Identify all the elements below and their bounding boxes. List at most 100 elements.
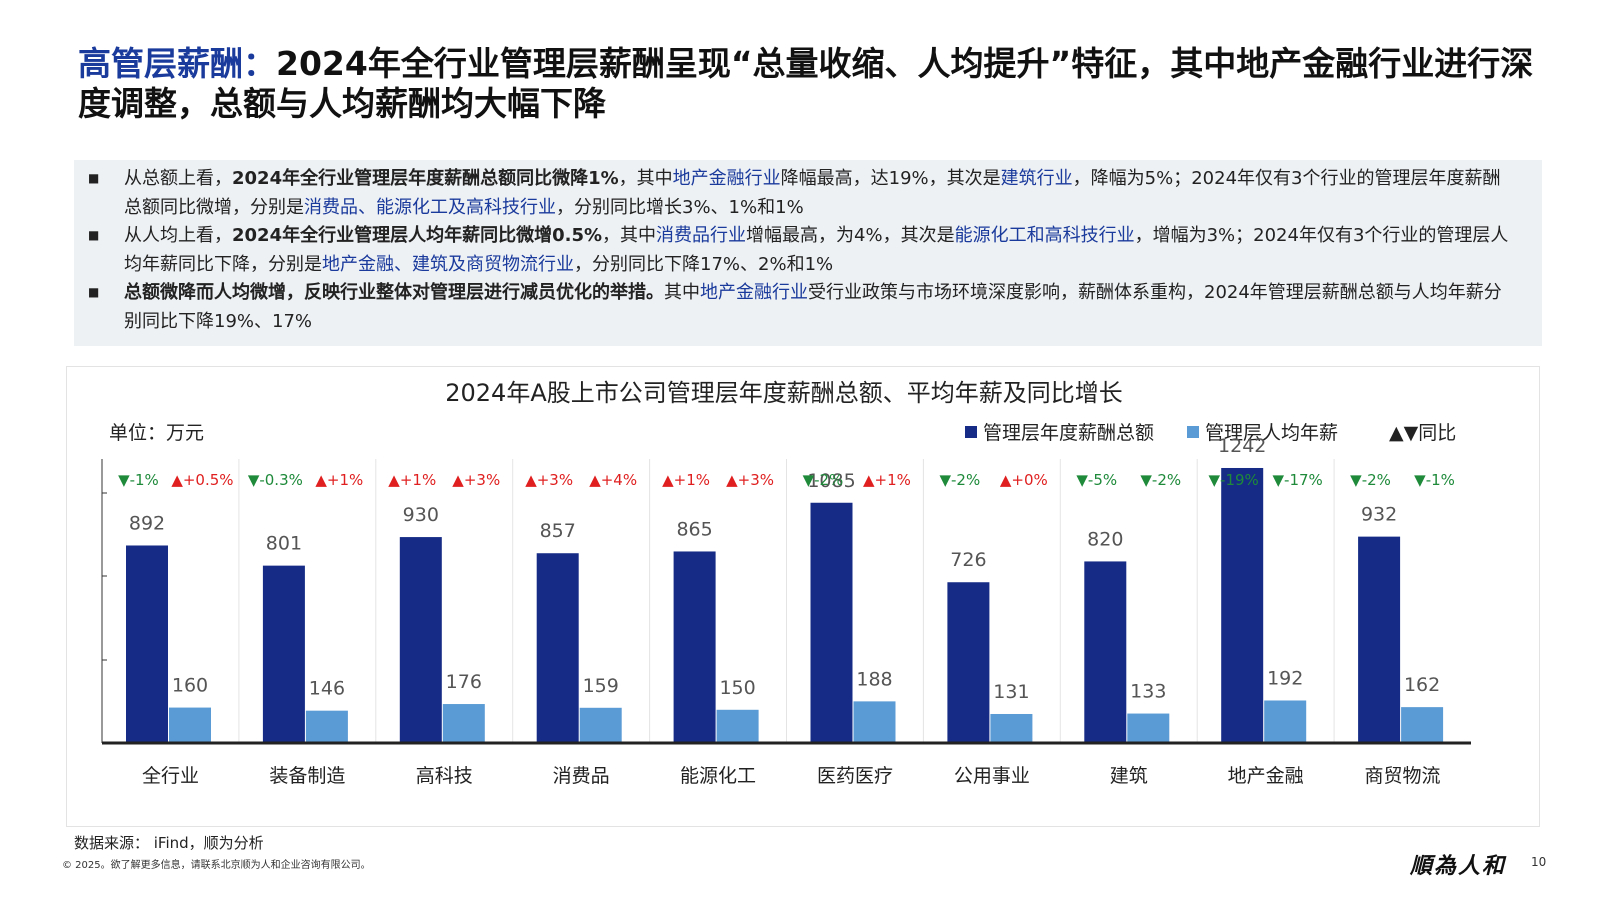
bullet-item: ■ 从总额上看，2024年全行业管理层年度薪酬总额同比微降1%，其中地产金融行业降… [88, 164, 1518, 222]
bullet-text: 总额微降而人均微增，反映行业整体对管理层进行减员优化的举措。其中地产金融行业受行… [88, 278, 1518, 336]
bar-avg [442, 704, 485, 743]
bullet-segment: 从人均上看， [124, 225, 232, 246]
x-tick-label: 地产金融 [1228, 765, 1304, 787]
x-tick-label: 能源化工 [680, 765, 756, 787]
bar-avg [1264, 700, 1307, 743]
yoy-label-total: ▼-2% [1350, 471, 1391, 489]
bar-total [947, 582, 990, 743]
bullet-industry-highlight: 地产金融行业 [700, 282, 808, 303]
yoy-label-total: ▼-5% [1076, 471, 1117, 489]
bar-total [1084, 561, 1127, 743]
copyright-notice: © 2025。欲了解更多信息，请联系北京顺为人和企业咨询有限公司。 [62, 860, 371, 871]
page-title: 高管层薪酬：2024年全行业管理层薪酬呈现“总量收缩、人均提升”特征，其中地产金… [78, 44, 1538, 124]
bar-total [673, 551, 716, 743]
bar-avg [305, 710, 348, 743]
yoy-label-avg: ▼-2% [1140, 471, 1181, 489]
yoy-label-avg: ▼-17% [1273, 471, 1323, 489]
yoy-label-total: ▼-2% [803, 471, 844, 489]
x-tick-label: 建筑 [1110, 765, 1148, 787]
yoy-label-total: ▼-0.3% [248, 471, 303, 489]
yoy-label-avg: ▲+3% [452, 471, 500, 489]
data-label-avg: 150 [719, 677, 755, 699]
yoy-label-avg: ▲+0.5% [171, 471, 233, 489]
bullet-industry-highlight: 建筑行业 [1000, 168, 1073, 189]
bullet-segment: 受行业政策与市场环境深度影响，薪酬体系重构，2024年管理层薪酬总额与人均年薪分… [124, 282, 1502, 332]
yoy-label-total: ▼-1% [118, 471, 159, 489]
brand-logo: 順為人和 [1410, 853, 1507, 879]
x-tick-label: 医药医疗 [817, 765, 893, 787]
bullet-item: ■ 从人均上看，2024年全行业管理层人均年薪同比微增0.5%，其中消费品行业增幅… [88, 221, 1518, 279]
bar-total [399, 537, 442, 743]
bullet-industry-highlight: 消费品、能源化工及高科技行业 [304, 197, 556, 218]
data-label-avg: 146 [309, 678, 345, 700]
yoy-label-avg: ▲+1% [863, 471, 911, 489]
bar-avg [716, 709, 759, 743]
yoy-label-avg: ▲+4% [589, 471, 637, 489]
bar-avg [990, 713, 1033, 743]
x-tick-label: 公用事业 [954, 765, 1030, 787]
yoy-label-avg: ▲+1% [315, 471, 363, 489]
data-label-avg: 188 [856, 668, 892, 690]
data-label-avg: 159 [583, 675, 619, 697]
bullet-emphasis: 2024年全行业管理层年度薪酬总额同比微降1% [232, 168, 619, 189]
yoy-label-avg: ▲+3% [726, 471, 774, 489]
data-label-total: 857 [540, 520, 576, 542]
data-label-avg: 131 [993, 681, 1029, 703]
page-number: 10 [1531, 855, 1547, 869]
bullet-emphasis: 总额微降而人均微增，反映行业整体对管理层进行减员优化的举措。 [124, 282, 664, 303]
bullet-marker-icon: ■ [88, 285, 100, 299]
x-tick-label: 全行业 [142, 765, 199, 787]
bullet-industry-highlight: 能源化工和高科技行业 [954, 225, 1135, 246]
x-tick-label: 装备制造 [269, 765, 345, 787]
bar-total [126, 545, 168, 743]
legend-swatch-avg [1187, 426, 1199, 438]
data-label-total: 1242 [1218, 435, 1266, 457]
data-label-total: 930 [403, 504, 439, 526]
yoy-label-avg: ▼-1% [1414, 471, 1455, 489]
data-label-total: 892 [129, 512, 165, 534]
bar-total [1221, 467, 1264, 743]
bullet-text: 从人均上看，2024年全行业管理层人均年薪同比微增0.5%，其中消费品行业增幅最… [88, 221, 1518, 279]
bullet-segment: ，降幅为5%；2024年仅有3个行业的管理层年度薪酬总额同比微增，分别是 [124, 168, 1501, 218]
data-label-total: 1085 [807, 470, 855, 492]
data-label-avg: 133 [1130, 681, 1166, 703]
bullet-text: 从总额上看，2024年全行业管理层年度薪酬总额同比微降1%，其中地产金融行业降幅… [88, 164, 1518, 222]
legend-label-avg: 管理层人均年薪 [1205, 422, 1338, 444]
data-source: 数据来源： iFind，顺为分析 [74, 834, 264, 852]
bullet-segment: 降幅最高，达19%，其次是 [780, 168, 1001, 189]
title-highlight: 高管层薪酬： [78, 44, 276, 83]
legend-swatch-total [965, 426, 977, 438]
yoy-label-total: ▲+3% [525, 471, 573, 489]
bullet-industry-highlight: 地产金融、建筑及商贸物流行业 [322, 254, 574, 275]
legend-label-yoy: ▲▼同比 [1389, 422, 1456, 444]
legend-label-total: 管理层年度薪酬总额 [983, 422, 1154, 444]
data-label-avg: 160 [172, 675, 208, 697]
bullet-segment: ，分别同比增长3%、1%和1% [556, 197, 804, 218]
data-label-total: 865 [676, 518, 712, 540]
data-label-avg: 192 [1267, 667, 1303, 689]
bar-avg [1401, 707, 1444, 743]
bar-avg [579, 707, 622, 743]
yoy-label-total: ▼-19% [1209, 471, 1259, 489]
data-label-total: 801 [266, 533, 302, 555]
bullet-segment: 从总额上看， [124, 168, 232, 189]
summary-panel: ■ 从总额上看，2024年全行业管理层年度薪酬总额同比微降1%，其中地产金融行业降… [74, 160, 1542, 346]
bullet-segment: ，增幅为3%；2024年仅有3个行业的管理层人均年薪同比下降，分别是 [124, 225, 1509, 275]
yoy-label-avg: ▲+0% [1000, 471, 1048, 489]
yoy-label-total: ▼-2% [939, 471, 980, 489]
x-tick-label: 高科技 [416, 765, 473, 787]
bar-avg [169, 707, 211, 743]
bar-avg [1127, 713, 1170, 743]
bullet-segment: 其中 [664, 282, 700, 303]
bar-total [1358, 536, 1401, 743]
bar-avg [853, 701, 896, 743]
bullet-segment: ，分别同比下降17%、2%和1% [574, 254, 834, 275]
data-label-avg: 176 [446, 671, 482, 693]
x-tick-label: 消费品 [553, 765, 610, 787]
data-label-total: 932 [1361, 504, 1397, 526]
bullet-industry-highlight: 地产金融行业 [672, 168, 781, 189]
bar-total [536, 553, 579, 743]
chart-panel: 2024年A股上市公司管理层年度薪酬总额、平均年薪及同比增长 单位：万元 管理层年度… [66, 366, 1540, 827]
data-label-total: 726 [950, 549, 986, 571]
